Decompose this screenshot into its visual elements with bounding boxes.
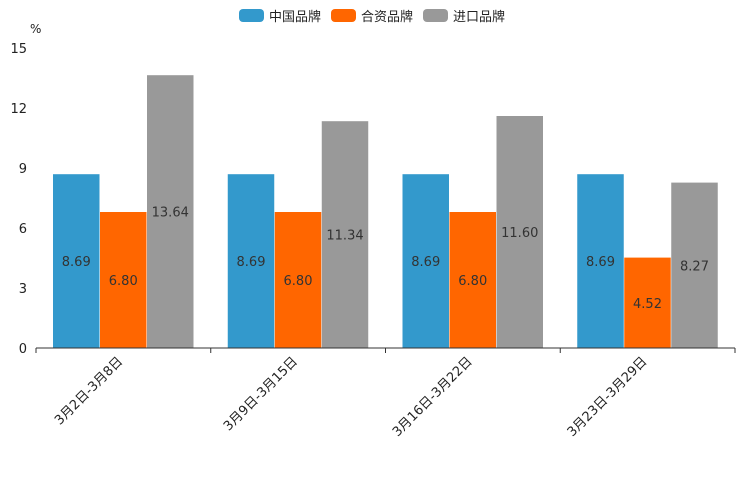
data-label: 6.80 — [284, 274, 313, 289]
data-label: 4.52 — [633, 297, 662, 312]
bar-1-2[interactable] — [227, 174, 275, 348]
data-label: 6.80 — [458, 274, 487, 289]
bar-1-4[interactable] — [577, 174, 624, 348]
bar-3-3[interactable] — [496, 116, 544, 348]
y-tick-label: 9 — [19, 162, 27, 177]
data-label: 13.64 — [152, 206, 189, 221]
legend-label-2[interactable]: 合资品牌 — [361, 9, 413, 25]
data-label: 11.60 — [501, 226, 538, 241]
legend: 中国品牌 合资品牌 进口品牌 — [239, 9, 505, 25]
x-tick-label: 3月23日-3月29日 — [565, 354, 651, 440]
x-tick-label: 3月9日-3月15日 — [221, 354, 301, 434]
y-axis-unit-label: % — [30, 22, 41, 36]
y-tick-label: 12 — [10, 102, 27, 117]
bar-3-1[interactable] — [147, 75, 194, 348]
data-label: 8.69 — [411, 255, 440, 270]
x-axis: 3月2日-3月8日 3月9日-3月15日 3月16日-3月22日 3月23日-3月29… — [35, 348, 736, 440]
data-label: 6.80 — [109, 274, 138, 289]
bar-2-4[interactable] — [624, 257, 671, 348]
bar-1-3[interactable] — [402, 174, 450, 348]
legend-swatch-1[interactable] — [239, 9, 264, 22]
y-tick-label: 6 — [19, 222, 27, 237]
y-axis: 0 3 6 9 12 15 — [10, 42, 27, 357]
bar-2-1[interactable] — [100, 212, 147, 348]
legend-swatch-3[interactable] — [423, 9, 448, 22]
x-tick-label: 3月16日-3月22日 — [390, 354, 476, 440]
y-tick-label: 15 — [10, 42, 27, 57]
bar-3-2[interactable] — [321, 121, 369, 348]
data-label: 8.27 — [680, 259, 709, 274]
plot-area: 8.69 6.80 13.64 8.69 6.80 11.34 8.69 6.80 11.60 8… — [53, 75, 718, 348]
legend-label-1[interactable]: 中国品牌 — [269, 9, 321, 25]
bar-1-1[interactable] — [53, 174, 100, 348]
data-label: 8.69 — [237, 255, 266, 270]
data-label: 8.69 — [586, 255, 615, 270]
bar-2-2[interactable] — [274, 212, 322, 348]
y-tick-label: 3 — [19, 282, 27, 297]
legend-swatch-2[interactable] — [331, 9, 356, 22]
y-tick-label: 0 — [19, 342, 27, 357]
bar-2-3[interactable] — [449, 212, 497, 348]
legend-label-3[interactable]: 进口品牌 — [453, 9, 505, 25]
data-label: 11.34 — [326, 229, 363, 244]
x-tick-label: 3月2日-3月8日 — [52, 354, 126, 428]
bar-3-4[interactable] — [671, 182, 718, 348]
data-label: 8.69 — [62, 255, 91, 270]
